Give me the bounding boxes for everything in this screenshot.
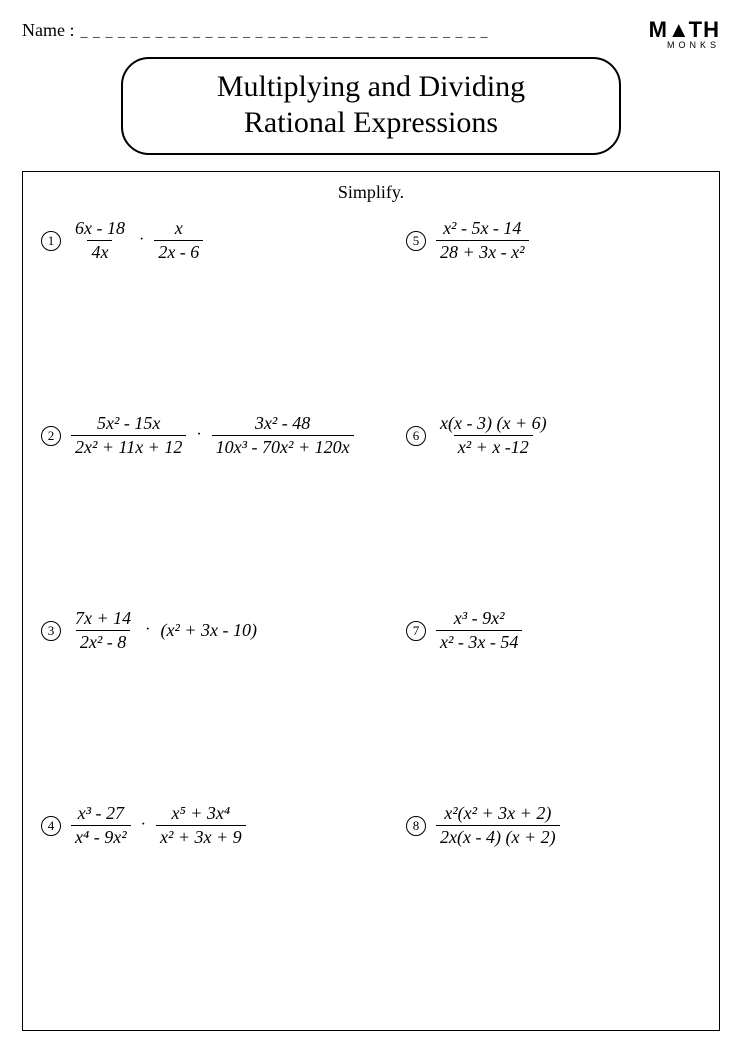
- denominator: 2x(x - 4) (x + 2): [440, 827, 556, 847]
- fraction-1: x³ - 27 x⁴ - 9x²: [71, 802, 131, 848]
- fraction-2: x 2x - 6: [154, 217, 203, 263]
- fraction: x³ - 9x² x² - 3x - 54: [436, 607, 522, 653]
- numerator: x³ - 9x²: [454, 608, 505, 628]
- denominator: x² + 3x + 9: [160, 827, 242, 847]
- problem-number: 7: [406, 621, 426, 641]
- numerator: 5x² - 15x: [97, 413, 160, 433]
- problem-number: 3: [41, 621, 61, 641]
- problem-expression: 7x + 14 2x² - 8 · (x² + 3x - 10): [71, 607, 257, 653]
- denominator: x² + x -12: [458, 437, 529, 457]
- problem-expression: x² - 5x - 14 28 + 3x - x²: [436, 217, 529, 263]
- denominator: x⁴ - 9x²: [75, 827, 127, 847]
- numerator: x⁵ + 3x⁴: [171, 803, 230, 823]
- problem-expression: x³ - 9x² x² - 3x - 54: [436, 607, 522, 653]
- problem-4: 4 x³ - 27 x⁴ - 9x² · x⁵ + 3x⁴ x² + 3x + …: [41, 802, 366, 997]
- numerator: x²(x² + 3x + 2): [444, 803, 551, 823]
- page-title: Multiplying and Dividing Rational Expres…: [147, 69, 595, 141]
- fraction: 7x + 14 2x² - 8: [71, 607, 135, 653]
- multiply-dot-icon: ·: [194, 426, 203, 444]
- problem-number: 5: [406, 231, 426, 251]
- problem-grid: 1 6x - 18 4x · x 2x - 6 5 x² - 5x - 14 2…: [41, 217, 701, 997]
- multiply-dot-icon: ·: [143, 621, 152, 639]
- numerator: x² - 5x - 14: [443, 218, 521, 238]
- logo-top-line: M▲TH: [649, 20, 720, 41]
- denominator: 2x² + 11x + 12: [75, 437, 182, 457]
- denominator: 10x³ - 70x² + 120x: [216, 437, 350, 457]
- problem-1: 1 6x - 18 4x · x 2x - 6: [41, 217, 366, 412]
- logo-letter-m: M: [649, 17, 668, 42]
- problem-3: 3 7x + 14 2x² - 8 · (x² + 3x - 10): [41, 607, 366, 802]
- denominator: x² - 3x - 54: [440, 632, 518, 652]
- triangle-icon: ▲: [668, 17, 689, 42]
- name-label: Name :: [22, 20, 74, 41]
- brand-logo: M▲TH MONKS: [649, 20, 720, 49]
- problem-number: 2: [41, 426, 61, 446]
- fraction-1: 6x - 18 4x: [71, 217, 129, 263]
- worksheet-box: Simplify. 1 6x - 18 4x · x 2x - 6 5: [22, 171, 720, 1031]
- numerator: 7x + 14: [75, 608, 131, 628]
- problem-number: 8: [406, 816, 426, 836]
- problem-expression: 5x² - 15x 2x² + 11x + 12 · 3x² - 48 10x³…: [71, 412, 354, 458]
- title-line-2: Rational Expressions: [244, 106, 498, 139]
- denominator: 2x - 6: [158, 242, 199, 262]
- fraction-2: 3x² - 48 10x³ - 70x² + 120x: [212, 412, 354, 458]
- logo-subtext: MONKS: [649, 41, 720, 50]
- multiply-dot-icon: ·: [139, 816, 148, 834]
- problem-expression: x²(x² + 3x + 2) 2x(x - 4) (x + 2): [436, 802, 560, 848]
- fraction-1: 5x² - 15x 2x² + 11x + 12: [71, 412, 186, 458]
- problem-number: 6: [406, 426, 426, 446]
- denominator: 28 + 3x - x²: [440, 242, 525, 262]
- header-row: Name : _ _ _ _ _ _ _ _ _ _ _ _ _ _ _ _ _…: [22, 20, 720, 49]
- fraction: x² - 5x - 14 28 + 3x - x²: [436, 217, 529, 263]
- logo-letters-th: TH: [689, 17, 720, 42]
- numerator: x(x - 3) (x + 6): [440, 413, 547, 433]
- problem-5: 5 x² - 5x - 14 28 + 3x - x²: [376, 217, 701, 412]
- problem-2: 2 5x² - 15x 2x² + 11x + 12 · 3x² - 48 10…: [41, 412, 366, 607]
- name-blank-line[interactable]: _ _ _ _ _ _ _ _ _ _ _ _ _ _ _ _ _ _ _ _ …: [80, 25, 488, 41]
- problem-number: 1: [41, 231, 61, 251]
- denominator: 4x: [91, 242, 108, 262]
- problem-6: 6 x(x - 3) (x + 6) x² + x -12: [376, 412, 701, 607]
- problem-number: 4: [41, 816, 61, 836]
- title-box: Multiplying and Dividing Rational Expres…: [121, 57, 621, 155]
- problem-8: 8 x²(x² + 3x + 2) 2x(x - 4) (x + 2): [376, 802, 701, 997]
- instruction-text: Simplify.: [41, 182, 701, 203]
- problem-expression: x³ - 27 x⁴ - 9x² · x⁵ + 3x⁴ x² + 3x + 9: [71, 802, 246, 848]
- name-field: Name : _ _ _ _ _ _ _ _ _ _ _ _ _ _ _ _ _…: [22, 20, 488, 41]
- denominator: 2x² - 8: [80, 632, 126, 652]
- numerator: x³ - 27: [78, 803, 124, 823]
- fraction: x²(x² + 3x + 2) 2x(x - 4) (x + 2): [436, 802, 560, 848]
- problem-expression: 6x - 18 4x · x 2x - 6: [71, 217, 203, 263]
- numerator: x: [175, 218, 183, 238]
- trailing-factor: (x² + 3x - 10): [160, 620, 257, 641]
- fraction-2: x⁵ + 3x⁴ x² + 3x + 9: [156, 802, 246, 848]
- problem-expression: x(x - 3) (x + 6) x² + x -12: [436, 412, 551, 458]
- problem-7: 7 x³ - 9x² x² - 3x - 54: [376, 607, 701, 802]
- fraction: x(x - 3) (x + 6) x² + x -12: [436, 412, 551, 458]
- numerator: 3x² - 48: [255, 413, 310, 433]
- multiply-dot-icon: ·: [137, 231, 146, 249]
- title-line-1: Multiplying and Dividing: [217, 70, 525, 103]
- numerator: 6x - 18: [75, 218, 125, 238]
